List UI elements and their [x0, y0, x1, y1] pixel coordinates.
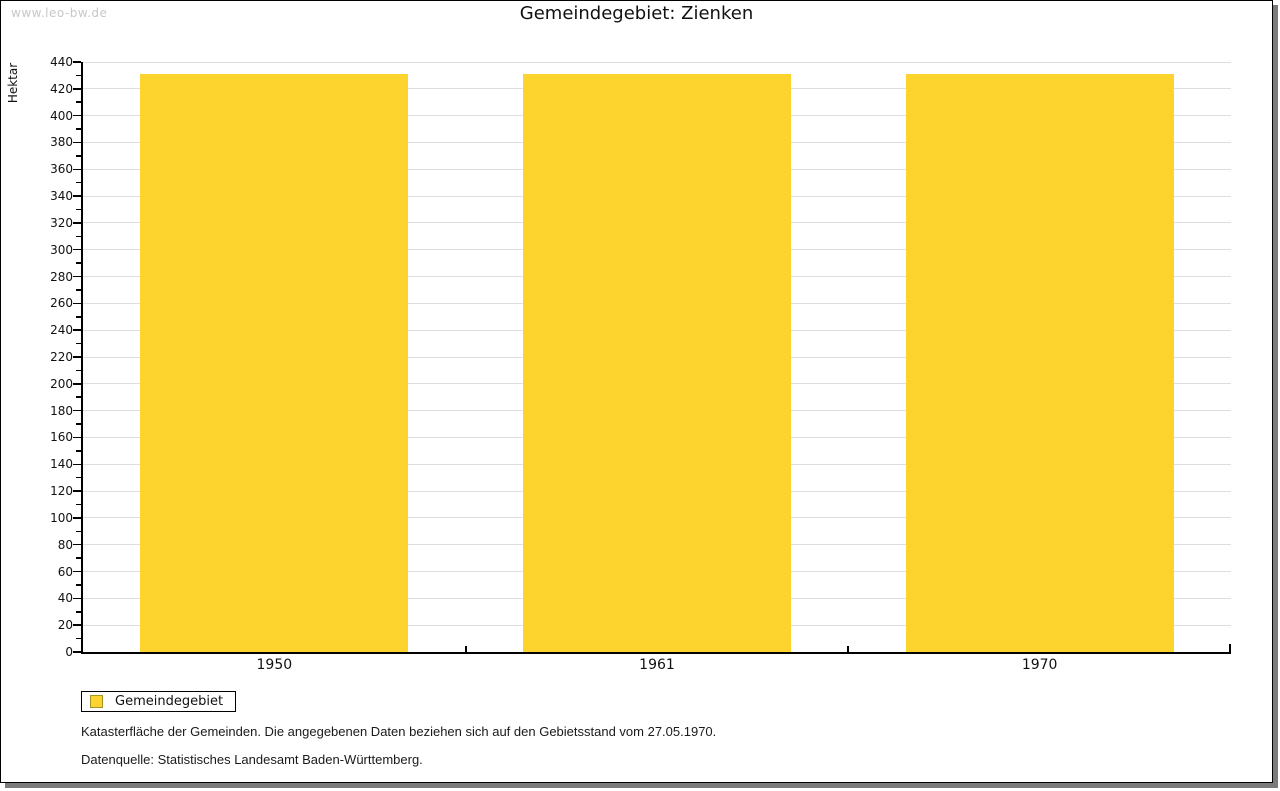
y-axis-minor-tick [76, 289, 81, 291]
gridline [83, 61, 1231, 63]
y-axis-major-tick [73, 570, 81, 573]
bar-1950 [140, 74, 409, 652]
bar-1961 [523, 74, 791, 652]
y-axis-major-tick [73, 195, 81, 197]
y-axis-minor-tick [76, 637, 81, 640]
y-axis-major-tick [73, 517, 81, 519]
y-axis-minor-tick [76, 316, 81, 318]
y-axis-major-tick [73, 463, 81, 466]
y-axis-minor-tick [76, 503, 81, 506]
y-axis-minor-tick [76, 208, 81, 211]
y-axis-tick-label: 400 [50, 108, 73, 123]
y-axis-minor-tick [76, 262, 81, 264]
y-axis-major-tick [73, 436, 81, 439]
x-axis-tick-label: 1961 [639, 657, 675, 673]
y-axis-major-tick [73, 88, 81, 90]
y-axis-minor-tick [76, 74, 81, 77]
y-axis-tick-label: 320 [50, 215, 73, 230]
y-axis-major-tick [73, 329, 81, 331]
x-axis-tick-label: 1970 [1021, 657, 1058, 673]
footnote-data-source: Datenquelle: Statistisches Landesamt Bad… [81, 752, 423, 767]
y-axis-minor-tick [76, 611, 81, 613]
bar-1970 [905, 74, 1174, 652]
y-axis-minor-tick [76, 584, 81, 586]
y-axis-major-tick [73, 383, 81, 385]
y-axis-tick-label: 220 [50, 350, 73, 364]
y-axis-tick-label: 160 [50, 430, 73, 445]
y-axis-tick-label: 380 [50, 135, 73, 150]
y-axis-tick-label: 20 [57, 618, 73, 633]
x-axis-tick-label: 1950 [256, 657, 293, 673]
y-axis-tick-label: 140 [50, 457, 73, 472]
y-axis-tick-label: 80 [57, 537, 73, 552]
y-axis-tick-label: 280 [50, 269, 73, 284]
y-axis-major-tick [73, 275, 81, 278]
y-axis-major-tick [73, 222, 81, 224]
y-axis-minor-tick [76, 530, 81, 533]
legend: Gemeindegebiet [81, 691, 237, 712]
y-axis-tick-label: 420 [50, 81, 73, 96]
y-axis-major-tick [73, 61, 81, 63]
x-axis-boundary-tick [847, 646, 850, 652]
y-axis-tick-label: 40 [57, 591, 73, 606]
y-axis-major-tick [73, 248, 81, 251]
legend-label: Gemeindegebiet [115, 693, 224, 709]
y-axis-minor-tick [76, 396, 81, 398]
y-axis-tick-label: 300 [50, 242, 73, 257]
page-title: Gemeindegebiet: Zienken [519, 3, 754, 24]
y-axis-tick-label: 60 [57, 564, 73, 579]
y-axis-major-tick [73, 409, 81, 412]
y-axis-minor-tick [76, 101, 81, 103]
x-axis-boundary-tick [464, 646, 467, 652]
y-axis-major-tick [73, 624, 81, 626]
y-axis-major-tick [73, 302, 81, 305]
y-axis-tick-label: 340 [50, 189, 73, 204]
y-axis-title: Hektar [6, 62, 20, 104]
y-axis-tick-label: 440 [50, 55, 73, 69]
y-axis-major-tick [73, 168, 81, 171]
y-axis-major-tick [73, 543, 81, 546]
y-axis-tick-label: 180 [50, 403, 73, 418]
y-axis-major-tick [73, 651, 81, 653]
y-axis-minor-tick [76, 423, 81, 425]
y-axis-major-tick [73, 114, 81, 117]
y-axis-minor-tick [76, 181, 81, 184]
y-axis-major-tick [73, 356, 81, 358]
y-axis-major-tick [73, 597, 81, 600]
y-axis-minor-tick [76, 369, 81, 372]
y-axis-tick-label: 260 [50, 296, 73, 311]
plot-area [73, 61, 1231, 654]
y-axis-tick-label: 200 [50, 376, 73, 391]
y-axis-major-tick [73, 490, 81, 492]
y-axis-minor-tick [76, 235, 81, 238]
y-axis-tick-label: 100 [50, 510, 73, 525]
y-axis-minor-tick [76, 450, 81, 452]
y-axis-tick-label: 0 [65, 645, 73, 659]
x-axis-end-tick [1229, 644, 1231, 652]
footnote-source-note: Katasterfläche der Gemeinden. Die angege… [81, 724, 717, 739]
y-axis-minor-tick [76, 128, 81, 130]
y-axis-minor-tick [76, 557, 81, 559]
y-axis-tick-label: 360 [50, 162, 73, 177]
y-axis-minor-tick [76, 155, 81, 157]
watermark: www.leo-bw.de [11, 6, 108, 20]
y-axis-minor-tick [76, 476, 81, 479]
y-axis-major-tick [73, 141, 81, 144]
legend-color-swatch [90, 695, 103, 708]
y-axis-tick-label: 240 [50, 323, 73, 338]
y-axis-tick-label: 120 [50, 484, 73, 499]
y-axis-minor-tick [76, 342, 81, 345]
